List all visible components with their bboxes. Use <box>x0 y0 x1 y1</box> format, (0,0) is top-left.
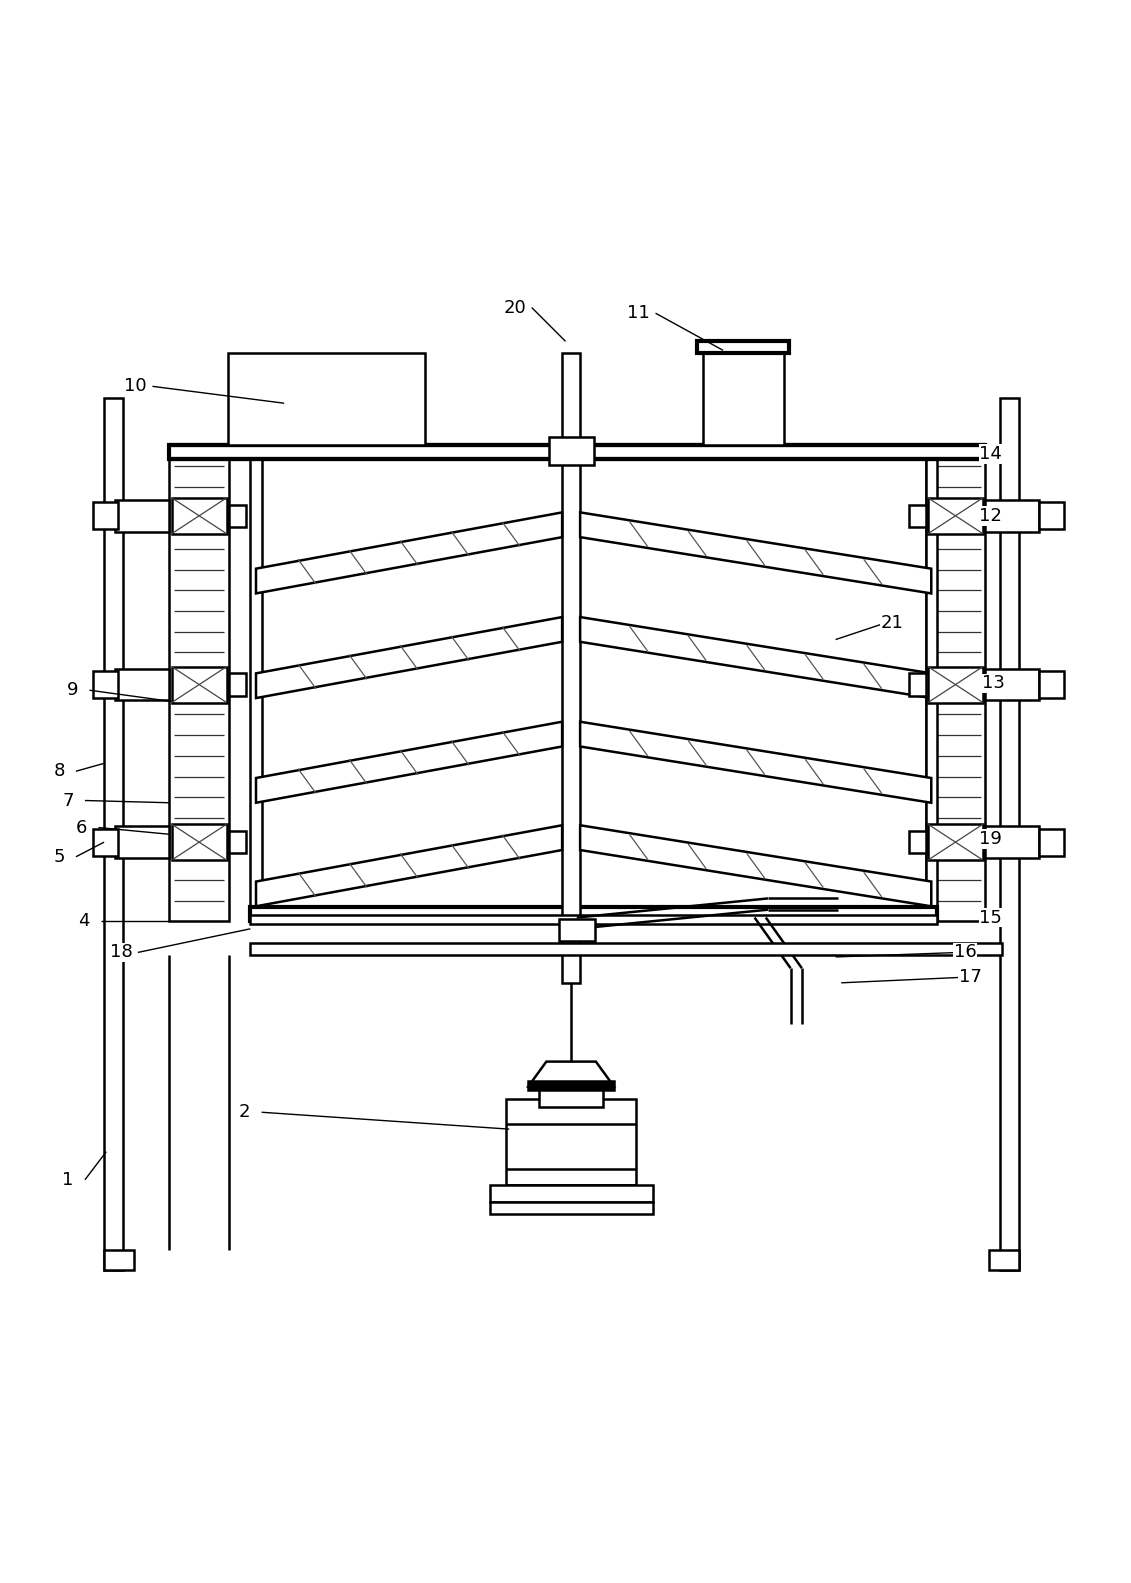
Bar <box>925 446 985 921</box>
Bar <box>104 397 123 1270</box>
Polygon shape <box>256 825 562 907</box>
Bar <box>909 673 925 697</box>
Polygon shape <box>256 722 562 803</box>
Text: 10: 10 <box>124 377 147 396</box>
Text: 13: 13 <box>982 674 1004 692</box>
Text: 21: 21 <box>880 614 904 632</box>
Bar <box>985 826 1039 858</box>
Polygon shape <box>580 513 931 594</box>
Bar <box>250 943 1002 955</box>
Text: 16: 16 <box>953 943 976 961</box>
Polygon shape <box>580 617 931 698</box>
Text: 18: 18 <box>110 943 132 961</box>
Bar <box>909 831 925 853</box>
Bar <box>115 670 170 700</box>
Bar <box>909 505 925 527</box>
Bar <box>925 459 936 921</box>
Bar <box>988 1249 1019 1270</box>
Bar <box>490 1201 653 1214</box>
Polygon shape <box>256 513 562 594</box>
Text: 6: 6 <box>76 818 87 836</box>
Bar <box>1039 671 1064 698</box>
Text: 11: 11 <box>628 304 650 323</box>
Bar <box>927 825 983 860</box>
Bar <box>250 459 261 921</box>
Text: 15: 15 <box>979 909 1002 926</box>
Bar <box>697 342 789 353</box>
Polygon shape <box>580 825 931 907</box>
Text: 2: 2 <box>239 1103 250 1121</box>
Bar <box>1039 828 1064 856</box>
Bar <box>228 831 245 853</box>
Bar <box>104 1249 135 1270</box>
Bar <box>985 670 1039 700</box>
Bar <box>115 826 170 858</box>
Text: 19: 19 <box>979 829 1002 848</box>
Bar <box>250 907 936 921</box>
Text: 4: 4 <box>78 912 89 929</box>
Bar <box>702 353 784 445</box>
Bar <box>93 671 118 698</box>
Polygon shape <box>528 1062 614 1086</box>
Text: 12: 12 <box>979 507 1002 526</box>
Bar <box>93 828 118 856</box>
Text: 5: 5 <box>53 848 64 866</box>
Bar <box>538 1086 604 1107</box>
Bar <box>227 353 425 445</box>
Bar <box>93 502 118 529</box>
Bar <box>927 497 983 533</box>
Polygon shape <box>580 722 931 803</box>
Bar <box>490 1186 653 1201</box>
Bar <box>985 500 1039 532</box>
Bar <box>170 445 985 459</box>
Bar <box>172 497 226 533</box>
Bar <box>172 825 226 860</box>
Bar <box>562 353 580 983</box>
Bar <box>1000 397 1019 1270</box>
Text: 17: 17 <box>959 969 982 986</box>
Bar <box>170 446 228 921</box>
Bar <box>559 918 595 942</box>
Bar <box>927 666 983 703</box>
Bar <box>507 1099 636 1186</box>
Bar <box>528 1081 614 1089</box>
Bar <box>172 666 226 703</box>
Text: 8: 8 <box>53 763 64 780</box>
Bar <box>1039 502 1064 529</box>
Bar <box>250 915 936 924</box>
Bar <box>115 500 170 532</box>
Bar <box>228 505 245 527</box>
Text: 9: 9 <box>67 681 78 700</box>
Bar <box>549 437 594 465</box>
Bar <box>228 673 245 697</box>
Text: 20: 20 <box>503 299 526 317</box>
Text: 14: 14 <box>979 445 1002 462</box>
Text: 1: 1 <box>62 1171 74 1189</box>
Polygon shape <box>256 617 562 698</box>
Text: 7: 7 <box>62 792 74 809</box>
